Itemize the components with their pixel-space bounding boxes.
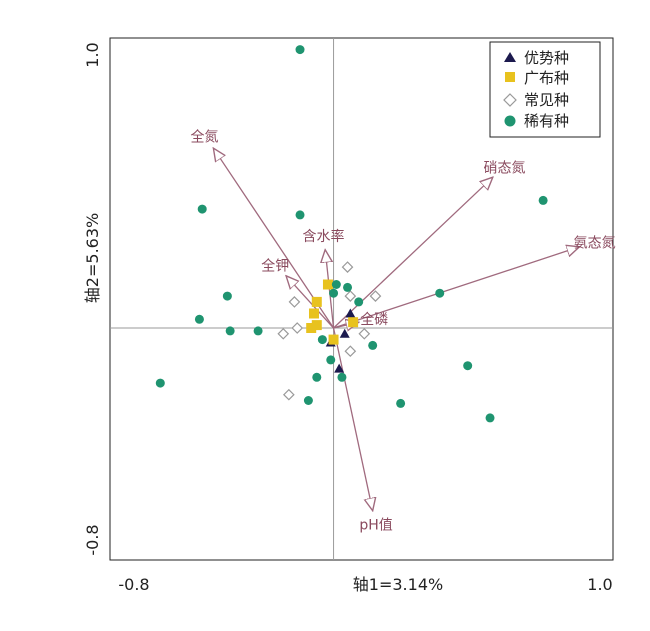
point-rare-16 (337, 372, 347, 382)
vector-arrow-4 (333, 247, 580, 329)
point-rare-2 (295, 210, 305, 220)
x-axis-title: 轴1=3.14% (353, 575, 443, 594)
point-widespread-3 (311, 320, 322, 331)
x-tick-label-min: -0.8 (118, 575, 149, 594)
legend-marker-common (503, 93, 517, 107)
point-common-5 (277, 327, 290, 340)
point-dominant-1 (339, 328, 350, 338)
vector-label-1: 含水率 (302, 228, 344, 245)
point-widespread-4 (306, 323, 317, 333)
point-common-8 (282, 388, 295, 401)
point-rare-22 (485, 413, 495, 423)
point-common-3 (288, 296, 301, 308)
legend-marker-widespread (505, 72, 515, 82)
legend-marker-dominant (504, 52, 516, 62)
point-widespread-6 (328, 334, 339, 345)
point-rare-5 (194, 314, 204, 324)
point-rare-1 (197, 204, 207, 214)
point-widespread-2 (308, 308, 319, 319)
vector-label-5: 全磷 (360, 311, 388, 328)
point-rare-15 (326, 355, 336, 365)
x-tick-label-max: 1.0 (587, 575, 612, 594)
point-widespread-1 (311, 296, 322, 307)
point-rare-11 (343, 282, 353, 292)
point-rare-10 (331, 280, 341, 289)
legend-label-common: 常见种 (524, 91, 569, 109)
vector-label-0: 全氮 (191, 129, 219, 146)
point-rare-8 (435, 288, 445, 298)
vector-arrow-2 (286, 276, 335, 329)
legend-label-widespread: 广布种 (524, 69, 569, 87)
point-common-2 (369, 290, 382, 302)
vector-label-6: pH值 (359, 517, 392, 533)
y-axis-title: 轴2=5.63% (83, 213, 102, 303)
point-common-1 (344, 290, 357, 302)
point-rare-0 (295, 45, 305, 55)
legend-label-dominant: 优势种 (524, 49, 569, 67)
point-widespread-0 (322, 279, 333, 290)
point-common-6 (358, 327, 371, 340)
point-rare-13 (317, 335, 327, 345)
point-rare-14 (368, 340, 378, 350)
point-rare-7 (253, 326, 263, 336)
point-rare-9 (354, 297, 364, 307)
vector-label-3: 硝态氮 (483, 161, 525, 177)
legend-label-rare: 稀有种 (524, 112, 569, 130)
point-rare-20 (463, 361, 473, 371)
point-dominant-3 (334, 363, 345, 373)
point-dominant-0 (345, 308, 356, 318)
point-rare-21 (396, 398, 406, 408)
point-rare-17 (312, 372, 322, 382)
species-points (155, 45, 548, 423)
point-rare-18 (303, 396, 313, 405)
point-rare-4 (222, 291, 232, 301)
point-common-4 (291, 322, 304, 334)
vector-label-4: 氨态氮 (574, 235, 616, 251)
plot-area (109, 37, 614, 561)
point-rare-19 (155, 378, 165, 388)
point-common-7 (344, 345, 357, 358)
point-common-0 (341, 261, 354, 273)
vector-label-2: 全钾 (261, 257, 289, 274)
point-rare-12 (329, 288, 339, 298)
vector-arrow-6 (332, 327, 373, 511)
point-widespread-5 (348, 317, 359, 328)
point-rare-6 (225, 326, 235, 336)
legend-marker-rare (504, 115, 516, 127)
point-rare-3 (538, 195, 548, 205)
y-tick-label-max: 1.0 (83, 42, 102, 67)
legend: 优势种 广布种 常见种 稀有种 (489, 41, 601, 138)
y-tick-label-min: -0.8 (83, 524, 102, 555)
